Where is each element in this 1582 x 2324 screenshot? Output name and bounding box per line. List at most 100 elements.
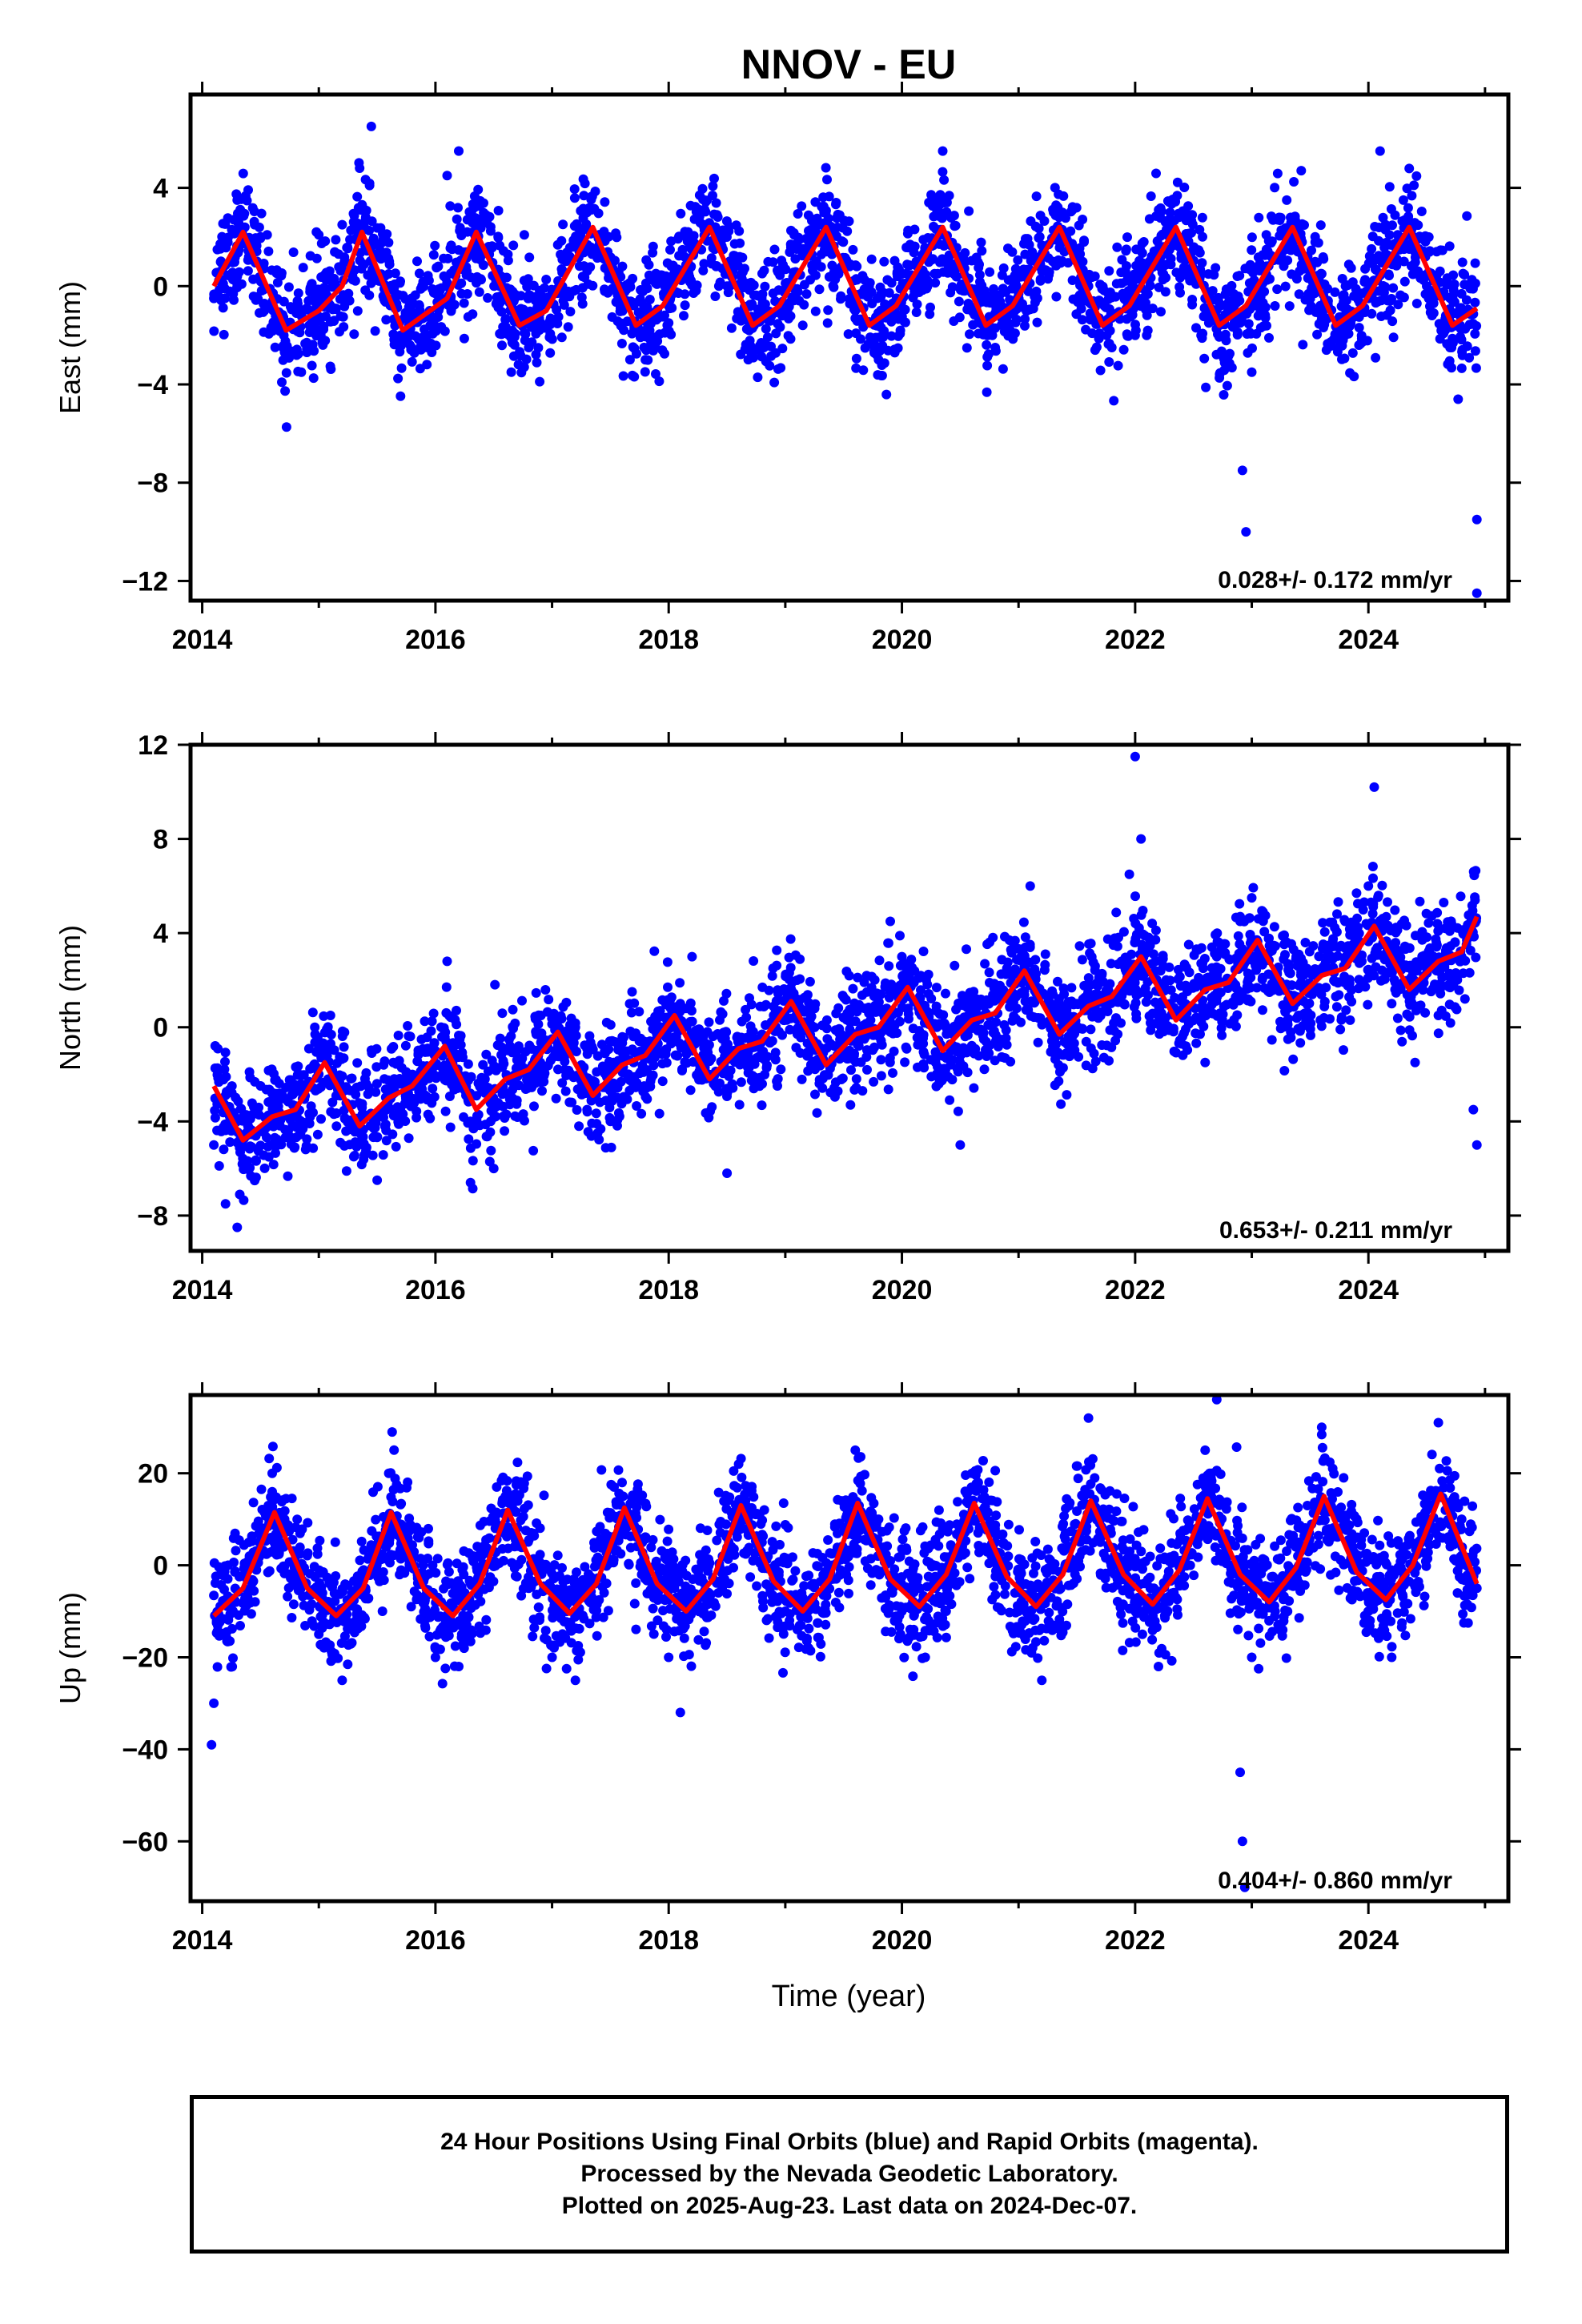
east-cloud-point xyxy=(1359,308,1370,317)
north-cloud-point xyxy=(889,1020,900,1031)
chart-title: NNOV - EU xyxy=(741,42,957,88)
north-cloud-point xyxy=(1109,1018,1119,1028)
east-data-point xyxy=(1247,367,1257,377)
east-cloud-point xyxy=(930,268,940,279)
east-cloud-point xyxy=(823,213,833,223)
north-cloud-point xyxy=(694,1024,705,1035)
north-cloud-point xyxy=(1111,907,1122,918)
north-cloud-point xyxy=(217,1074,227,1084)
east-cloud-point xyxy=(769,244,780,255)
east-cloud-point xyxy=(1151,211,1162,221)
east-cloud-point xyxy=(443,253,453,263)
north-cloud-point xyxy=(268,1160,279,1170)
north-cloud-point xyxy=(630,1047,640,1058)
east-rate-label: 0.028+/- 0.172 mm/yr xyxy=(1218,567,1452,593)
north-cloud-point xyxy=(251,1156,261,1166)
east-cloud-point xyxy=(409,348,420,358)
north-cloud-point xyxy=(308,1143,319,1153)
north-cloud-point xyxy=(339,1053,349,1063)
north-cloud-point xyxy=(352,1058,363,1068)
east-data-point xyxy=(938,146,948,156)
north-cloud-point xyxy=(600,1048,610,1059)
east-cloud-point xyxy=(1449,297,1460,308)
east-cloud-point xyxy=(1258,250,1268,260)
north-cloud-point xyxy=(1054,1067,1065,1077)
east-cloud-point xyxy=(404,302,414,312)
east-data-points xyxy=(209,121,1482,598)
north-cloud-point xyxy=(366,1045,376,1055)
east-cloud-point xyxy=(833,209,843,219)
east-cloud-point xyxy=(1258,298,1268,308)
east-cloud-point xyxy=(305,251,315,261)
east-y-axis-label: East (mm) xyxy=(54,281,86,414)
east-cloud-point xyxy=(298,263,308,273)
east-cloud-point xyxy=(1420,231,1431,241)
east-cloud-point xyxy=(810,306,821,316)
north-cloud-point xyxy=(553,1015,563,1026)
east-cloud-point xyxy=(541,275,552,284)
north-cloud-point xyxy=(839,992,849,1003)
north-cloud-point xyxy=(214,1160,224,1171)
east-data-point xyxy=(454,146,464,156)
north-cloud-point xyxy=(918,947,929,956)
east-cloud-point xyxy=(822,318,833,328)
east-y-tick-label: 4 xyxy=(153,174,168,204)
east-cloud-point xyxy=(415,306,425,316)
east-cloud-point xyxy=(1078,256,1088,267)
north-cloud-point xyxy=(849,1048,859,1059)
north-cloud-point xyxy=(949,1021,959,1031)
north-cloud-point xyxy=(1009,940,1019,951)
east-cloud-point xyxy=(924,257,934,267)
east-cloud-point xyxy=(1219,332,1230,342)
east-cloud-point xyxy=(562,247,572,258)
east-data-point xyxy=(250,219,260,230)
north-cloud-point xyxy=(441,1036,452,1047)
east-cloud-point xyxy=(760,281,770,292)
east-cloud-point xyxy=(503,249,513,259)
north-cloud-point xyxy=(388,1042,399,1051)
north-cloud-point xyxy=(889,1046,899,1056)
east-cloud-point xyxy=(1411,171,1422,181)
north-cloud-point xyxy=(291,1062,301,1072)
north-cloud-point xyxy=(903,1003,913,1014)
east-cloud-point xyxy=(475,255,485,264)
east-cloud-point xyxy=(1312,329,1323,340)
east-cloud-point xyxy=(1007,247,1018,257)
east-cloud-point xyxy=(908,292,918,302)
north-cloud-point xyxy=(1077,1023,1087,1034)
east-cloud-point xyxy=(1468,319,1478,328)
north-cloud-point xyxy=(833,1086,843,1096)
east-cloud-point xyxy=(726,323,737,333)
north-cloud-point xyxy=(888,1068,897,1078)
east-cloud-point xyxy=(1227,363,1237,373)
east-cloud-point xyxy=(1456,324,1466,334)
east-cloud-point xyxy=(431,340,441,351)
north-cloud-point xyxy=(337,1031,347,1041)
east-cloud-point xyxy=(1136,301,1146,312)
east-cloud-point xyxy=(998,283,1008,294)
north-cloud-point xyxy=(921,975,931,985)
north-cloud-point xyxy=(606,1142,616,1152)
east-cloud-point xyxy=(317,337,327,348)
north-cloud-point xyxy=(416,1034,427,1044)
east-cloud-point xyxy=(882,275,893,285)
east-cloud-point xyxy=(632,348,641,359)
north-cloud-point xyxy=(883,1084,893,1095)
east-cloud-point xyxy=(759,265,769,275)
north-cloud-point xyxy=(561,997,572,1007)
east-cloud-point xyxy=(1259,287,1270,297)
east-cloud-point xyxy=(308,373,319,384)
north-cloud-point xyxy=(665,995,675,1006)
north-cloud-point xyxy=(914,991,925,1002)
north-cloud-point xyxy=(962,944,971,955)
east-data-point xyxy=(1229,318,1239,328)
east-x-tick-label: 2016 xyxy=(405,625,466,655)
east-data-point xyxy=(1445,343,1456,352)
east-cloud-point xyxy=(949,316,959,326)
north-cloud-point xyxy=(969,1083,979,1093)
east-data-point xyxy=(524,343,534,352)
east-cloud-point xyxy=(1013,255,1023,265)
north-cloud-point xyxy=(979,1064,990,1075)
east-cloud-point xyxy=(1035,274,1046,284)
north-cloud-point xyxy=(1041,1018,1051,1028)
